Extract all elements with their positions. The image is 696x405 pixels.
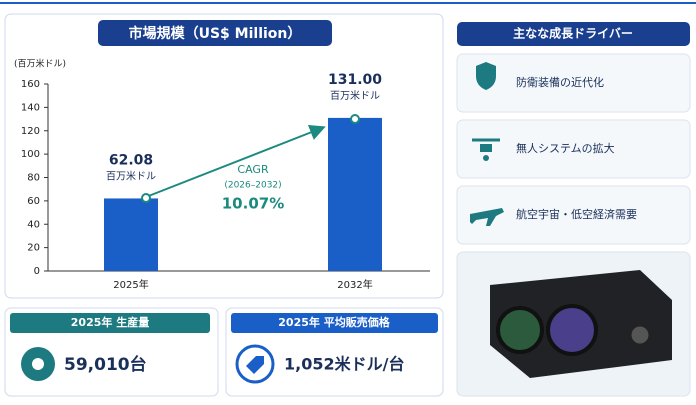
stat-value: 59,010台 — [64, 354, 147, 375]
top-rule — [0, 2, 696, 4]
bar — [104, 198, 158, 271]
value-unit: 百万米ドル — [106, 169, 156, 182]
drivers-header — [457, 22, 690, 46]
y-tick-label: 60 — [27, 196, 40, 207]
y-tick-label: 80 — [27, 173, 40, 184]
lens — [546, 304, 598, 356]
plane-icon — [470, 208, 504, 226]
lens — [496, 306, 544, 354]
tag-icon — [235, 344, 275, 384]
y-tick-label: 160 — [21, 79, 40, 90]
cagr-value: 10.07% — [222, 195, 284, 213]
driver-label: 航空宇宙・低空経済需要 — [516, 207, 637, 221]
point-marker — [141, 193, 151, 203]
stat-title: 2025年 生産量 — [71, 315, 149, 329]
y-tick-label: 140 — [21, 102, 40, 113]
stat-value: 1,052米ドル/台 — [284, 355, 404, 374]
tag-shape — [246, 356, 264, 374]
stat-title: 2025年 平均販売価格 — [278, 315, 390, 329]
value-unit: 百万米ドル — [330, 89, 380, 102]
chart-title-bg — [98, 20, 332, 46]
x-tick-label: 2032年 — [337, 278, 372, 291]
driver-label: 防衛装備の近代化 — [516, 75, 604, 89]
driver-card — [456, 53, 691, 113]
y-tick-label: 40 — [27, 219, 40, 230]
driver-label: 無人システムの拡大 — [516, 141, 615, 155]
cagr-label: CAGR — [237, 163, 269, 176]
gear-hole — [32, 358, 44, 370]
point-marker — [350, 114, 360, 124]
cagr-arrow — [145, 124, 326, 198]
stat-header — [231, 313, 438, 333]
cagr-period: (2026–2032) — [224, 181, 281, 191]
plot: 0204060801001201401602025年62.08百万米ドル2032… — [21, 72, 430, 291]
y-tick-label: 120 — [21, 126, 40, 137]
y-tick-label: 0 — [34, 266, 40, 277]
x-tick-label: 2025年 — [113, 278, 148, 291]
y-axis-label: (百万米ドル) — [14, 58, 66, 70]
drone-icon — [472, 138, 500, 161]
stat-header — [10, 313, 210, 333]
y-tick-label: 100 — [21, 149, 40, 160]
driver-card — [456, 185, 691, 245]
chart-title: 市場規模（US$ Million） — [129, 25, 302, 42]
drivers-title: 主なな成長ドライバー — [513, 26, 633, 41]
connector — [628, 323, 652, 347]
value-label: 62.08 — [109, 152, 153, 168]
shield-icon — [476, 62, 496, 90]
bar — [328, 117, 382, 271]
y-tick-label: 20 — [27, 243, 40, 254]
driver-card — [456, 119, 691, 179]
value-label: 131.00 — [328, 72, 382, 88]
